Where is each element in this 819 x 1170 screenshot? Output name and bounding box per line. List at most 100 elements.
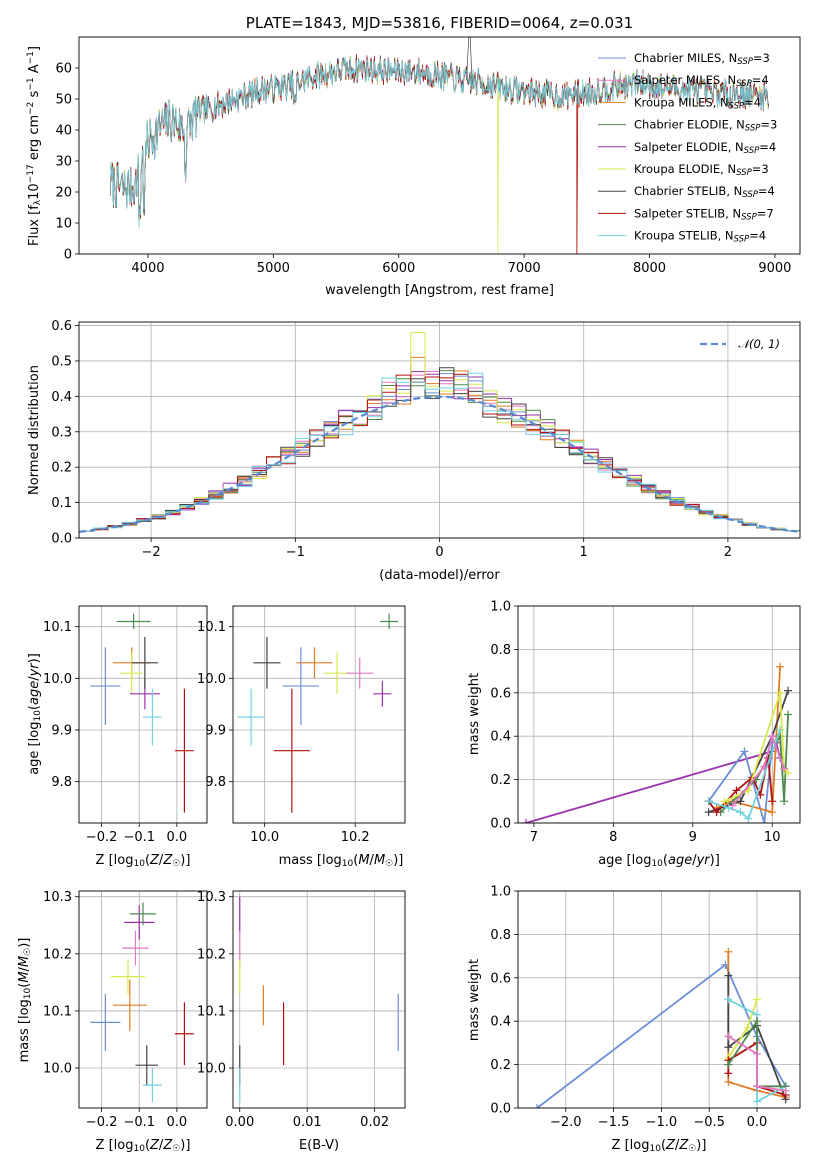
y-tick-label: 9.9 (205, 724, 226, 739)
x-tick-label: 5000 (257, 261, 290, 276)
y-tick-label: 10.0 (197, 1062, 226, 1077)
x-tick-label: 0.0 (167, 830, 188, 845)
y-tick-label: 0.4 (51, 390, 72, 405)
x-tick-label: −1 (286, 545, 305, 560)
x-tick-label: 10.2 (341, 830, 370, 845)
y-tick-label: 0.8 (490, 928, 511, 943)
plot-area (533, 947, 790, 1108)
x-tick-label: 4000 (131, 261, 164, 276)
plot-area (239, 896, 399, 1103)
x-axis-label: Z [log10(Z/Z☉)] (612, 1138, 707, 1154)
legend-label: Chabrier ELODIE, NSSP=3 (634, 118, 777, 134)
x-tick-label: 10 (764, 830, 781, 845)
histogram-step (79, 372, 800, 538)
y-tick-label: 0.0 (490, 817, 511, 832)
y-tick-label: 10.2 (197, 947, 226, 962)
legend-label: Chabrier STELIB, NSSP=4 (634, 184, 775, 200)
panel-age-vs-mass: 10.0 10.2 9.8 9.9 10.0 10.1 (197, 605, 406, 845)
plot-area (90, 902, 194, 1103)
panel-age-vs-Z: −0.2 −0.1 0.0 9.8 9.9 10.0 10.1 (43, 605, 208, 845)
panel-mass-vs-EBV: 0.00 0.01 0.02 10.0 10.1 10.2 10.3 (197, 890, 406, 1130)
x-tick-label: −0.5 (693, 1115, 725, 1130)
y-tick-label: 9.8 (51, 775, 72, 790)
legend-label: Salpeter ELODIE, NSSP=4 (634, 140, 776, 156)
x-tick-label: 0 (435, 545, 443, 560)
x-tick-label: 0.00 (225, 1115, 254, 1130)
chart-title: PLATE=1843, MJD=53816, FIBERID=0064, z=0… (246, 14, 633, 32)
legend-label: 𝒩(0, 1) (738, 337, 780, 351)
y-tick-label: 0.2 (490, 773, 511, 788)
y-tick-label: 1.0 (490, 885, 511, 900)
y-tick-label: 0.2 (51, 461, 72, 476)
legend-label: Kroupa MILES, NSSP=4 (634, 95, 761, 111)
weight-line (727, 1035, 786, 1092)
x-axis-label: Z [log10(Z/Z☉)] (96, 1138, 191, 1154)
axes-frame (78, 321, 801, 539)
x-tick-label: 8000 (633, 261, 666, 276)
x-axis-label: (data-model)/error (379, 568, 500, 583)
y-tick-label: 10.3 (197, 890, 226, 905)
axes-frame (78, 36, 801, 255)
legend-label: Salpeter MILES, NSSP=4 (634, 73, 769, 89)
x-tick-label: 0.02 (360, 1115, 389, 1130)
axes-frame (78, 605, 208, 824)
x-tick-label: −0.1 (123, 830, 155, 845)
x-axis-label: E(B-V) (299, 1138, 339, 1153)
plot-area (237, 613, 399, 813)
y-tick-label: 0.6 (490, 971, 511, 986)
x-tick-label: −2.0 (550, 1115, 582, 1130)
x-tick-label: 0.0 (167, 1115, 188, 1130)
x-axis-label: wavelength [Angstrom, rest frame] (325, 283, 554, 298)
y-tick-label: 9.8 (205, 775, 226, 790)
y-tick-label: 0.5 (51, 354, 72, 369)
y-tick-label: 0 (64, 248, 72, 263)
y-axis-label: Flux [fλ10−17 erg cm−2 s−1 A−1] (26, 46, 43, 246)
axes-frame (517, 890, 801, 1109)
legend-label: Salpeter STELIB, NSSP=7 (634, 206, 774, 222)
y-tick-label: 0.0 (490, 1102, 511, 1117)
plot-area (109, 37, 770, 254)
x-tick-label: 9 (689, 830, 697, 845)
x-axis-label: age [log10(age/yr)] (598, 853, 720, 869)
axes-frame (517, 605, 801, 824)
y-tick-label: 60 (55, 62, 72, 77)
axes-frame (232, 605, 406, 824)
y-tick-label: 10.1 (197, 620, 226, 635)
y-axis-label: Normed distribution (27, 365, 42, 495)
y-tick-label: 0.3 (51, 425, 72, 440)
normal-curve (79, 395, 798, 533)
x-tick-label: −0.1 (123, 1115, 155, 1130)
x-tick-label: 6000 (382, 261, 415, 276)
weight-line (707, 742, 774, 823)
y-axis-label: mass weight (467, 673, 482, 755)
x-tick-label: 1 (580, 545, 588, 560)
y-tick-label: 10.3 (43, 890, 72, 905)
x-tick-label: −0.2 (86, 830, 118, 845)
panel-weight-vs-Z: −2.0 −1.5 −1.0 −0.5 0.0 0.0 0.2 0.4 0.6 0.8 1.0 (490, 885, 801, 1130)
x-tick-label: 0.01 (293, 1115, 322, 1130)
y-tick-label: 0.4 (490, 1015, 511, 1030)
y-tick-label: 10.1 (197, 1004, 226, 1019)
y-tick-label: 10.0 (43, 672, 72, 687)
y-tick-label: 10.0 (197, 672, 226, 687)
y-tick-label: 0.6 (490, 686, 511, 701)
x-tick-label: 7 (530, 830, 538, 845)
plot-area (79, 332, 800, 538)
legend: Chabrier MILES, NSSP=3 Salpeter MILES, NS… (598, 51, 777, 245)
x-tick-label: 7000 (508, 261, 541, 276)
y-tick-label: 0.4 (490, 730, 511, 745)
x-tick-label: 8 (609, 830, 617, 845)
legend-label: Chabrier MILES, NSSP=3 (634, 51, 770, 67)
y-tick-label: 30 (55, 155, 72, 170)
x-tick-label: 2 (724, 545, 732, 560)
y-tick-label: 1.0 (490, 600, 511, 615)
y-tick-label: 0.2 (490, 1058, 511, 1073)
y-tick-label: 50 (55, 93, 72, 108)
panel-residuals: −2 −1 0 1 2 0.0 0.1 0.2 0.3 0.4 0.5 0.6 𝒩(0, 1) (51, 319, 801, 560)
panel-weight-vs-age: 7 8 9 10 0.0 0.2 0.4 0.6 0.8 1.0 (490, 600, 801, 845)
x-tick-label: −2 (142, 545, 161, 560)
y-tick-label: 40 (55, 124, 72, 139)
spectrum-line (109, 56, 769, 228)
legend-label: Kroupa STELIB, NSSP=4 (634, 229, 766, 245)
